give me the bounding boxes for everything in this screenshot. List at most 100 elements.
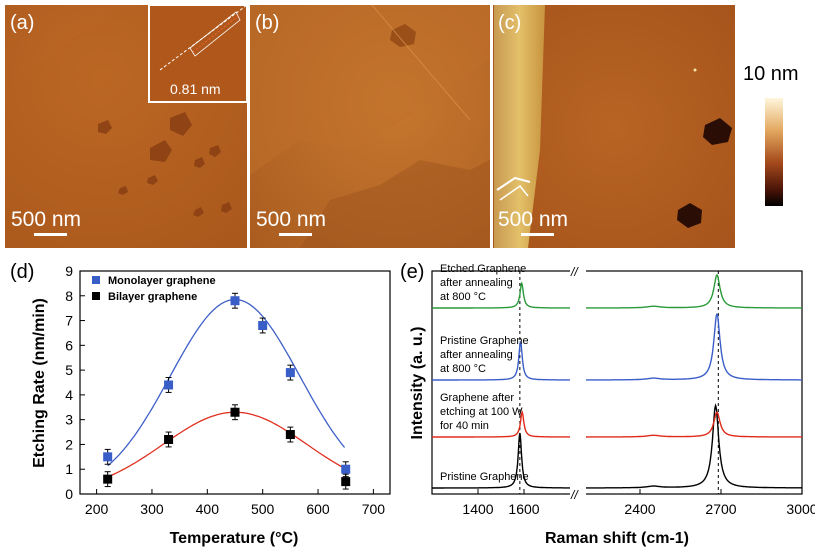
point-bilayer: [164, 434, 174, 444]
legend-label-bilayer: Bilayer graphene: [108, 291, 197, 303]
spectrum-green: [432, 274, 802, 309]
plot-frame-e: [431, 270, 803, 495]
y-axis-label-d: Etching Rate (nm/min): [31, 298, 48, 468]
panel-label-c: (c): [498, 12, 521, 34]
y-tick-label-d: 9: [65, 263, 73, 279]
spectrum-label-red: etching at 100 W: [440, 406, 523, 418]
spectrum-labels-e: Pristine Graphene Graphene after etching a…: [440, 263, 529, 483]
fit-curve-bilayer: [107, 411, 345, 478]
panel-b: (b) 500 nm: [250, 4, 490, 248]
afm-terrace-b: [250, 5, 490, 175]
colorbar-max-label: 10 nm: [743, 63, 799, 85]
panel-label-e: (e): [400, 261, 424, 283]
point-monolayer: [341, 464, 351, 474]
panel-e: (e) Pristine Graphene Graphene after etchi…: [400, 261, 815, 547]
spectrum-label-red: Graphene after: [440, 392, 514, 404]
panel-d: (d) 200 300 400 500 600 700 0 1 2 3 4 5 6 7 8 9 Monolay…: [10, 261, 391, 547]
plot-frame-d: [79, 270, 391, 495]
spectrum-label-blue: at 800 °C: [440, 363, 486, 375]
legend-marker-monolayer: [92, 276, 100, 284]
x-tick-label-e: 1600: [508, 501, 539, 517]
y-tick-label-d: 1: [65, 461, 73, 477]
hex-pit-2-c: [677, 203, 702, 228]
y-tick-label-d: 7: [65, 313, 73, 329]
panel-label-b: (b): [255, 12, 279, 34]
inset-box: [189, 11, 241, 57]
x-tick-label-d: 700: [362, 501, 386, 517]
graphene-flake-c: [494, 5, 545, 248]
y-tick-label-d: 0: [65, 486, 73, 502]
spectrum-label-green: at 800 °C: [440, 291, 486, 303]
point-monolayer: [230, 296, 240, 306]
etch-pits-a: [98, 112, 232, 217]
y-tick-label-d: 4: [65, 387, 73, 403]
x-tick-label-e: 2700: [705, 501, 736, 517]
spectra-e: [432, 274, 802, 489]
spectrum-label-green: Etched Graphene: [440, 263, 526, 275]
y-tick-label-d: 3: [65, 412, 73, 428]
x-tick-label-e: 2400: [624, 501, 655, 517]
scale-bar-a: [34, 233, 67, 236]
spectrum-label-blue: after annealing: [440, 349, 513, 361]
panel-c: (c) 500 nm: [493, 5, 735, 248]
panel-label-a: (a): [10, 12, 34, 34]
legend-marker-bilayer: [92, 292, 100, 300]
panel-label-d: (d): [10, 261, 34, 283]
y-tick-label-d: 2: [65, 436, 73, 452]
y-axis-label-e: Intensity (a. u.): [409, 327, 426, 440]
x-tick-label-d: 300: [140, 501, 164, 517]
x-tick-label-e: 1400: [462, 501, 493, 517]
afm-lower-terrace-b: [300, 160, 490, 248]
spectrum-label-green: after annealing: [440, 277, 513, 289]
colorbar: 10 nm: [743, 63, 799, 206]
spectrum-blue: [432, 313, 802, 381]
spectrum-red: [432, 410, 802, 438]
fit-curves-d: [107, 298, 346, 478]
flake-wrinkle-2: [499, 184, 529, 201]
axis-break-mark-top: //: [570, 265, 579, 279]
etch-pit-b: [390, 24, 416, 47]
legend-label-monolayer: Monolayer graphene: [108, 275, 216, 287]
inset-height-text: 0.81 nm: [170, 81, 221, 97]
y-tick-label-d: 8: [65, 288, 73, 304]
scale-bar-b: [279, 233, 312, 236]
x-axis-label-e: Raman shift (cm-1): [545, 530, 689, 547]
y-tick-label-d: 6: [65, 337, 73, 353]
x-tick-label-d: 400: [196, 501, 220, 517]
hex-pit-1-c: [703, 118, 732, 145]
point-monolayer: [285, 368, 295, 378]
axis-break-top: [570, 266, 586, 276]
y-tick-label-d: 5: [65, 362, 73, 378]
step-edge-b: [371, 4, 471, 121]
inset-step-edge: [159, 4, 248, 71]
x-tick-label-d: 200: [85, 501, 109, 517]
point-bilayer: [103, 474, 113, 484]
point-bilayer: [341, 477, 351, 487]
scale-bar-label-c: 500 nm: [498, 208, 568, 231]
panel-a: 0.81 nm (a) 500 nm: [5, 4, 248, 248]
point-bilayer: [230, 407, 240, 417]
axis-ticks-e: 1400 1600 2400 2700 3000: [462, 489, 815, 517]
point-monolayer: [258, 321, 268, 331]
data-points-d: [103, 292, 351, 490]
spectrum-label-red: for 40 min: [440, 420, 489, 432]
inset-profile-line: [192, 15, 239, 53]
spectrum-label-black: Pristine Graphene: [440, 471, 529, 483]
axis-break-bottom: [570, 489, 586, 499]
point-monolayer: [103, 452, 113, 462]
peak-markers-e: [519, 271, 719, 494]
flake-wrinkle-1: [496, 176, 531, 191]
x-axis-label-d: Temperature (°C): [170, 530, 299, 547]
point-monolayer: [164, 380, 174, 390]
scale-bar-label-b: 500 nm: [256, 208, 326, 231]
fit-curve-monolayer: [107, 298, 346, 467]
spectrum-black: [432, 403, 802, 489]
scale-bar-label-a: 500 nm: [11, 208, 81, 231]
colorbar-gradient: [765, 98, 783, 206]
scale-bar-c: [521, 233, 554, 236]
particle-c: [693, 68, 697, 72]
x-tick-label-e: 3000: [786, 501, 815, 517]
x-tick-label-d: 500: [251, 501, 275, 517]
x-tick-label-d: 600: [306, 501, 330, 517]
